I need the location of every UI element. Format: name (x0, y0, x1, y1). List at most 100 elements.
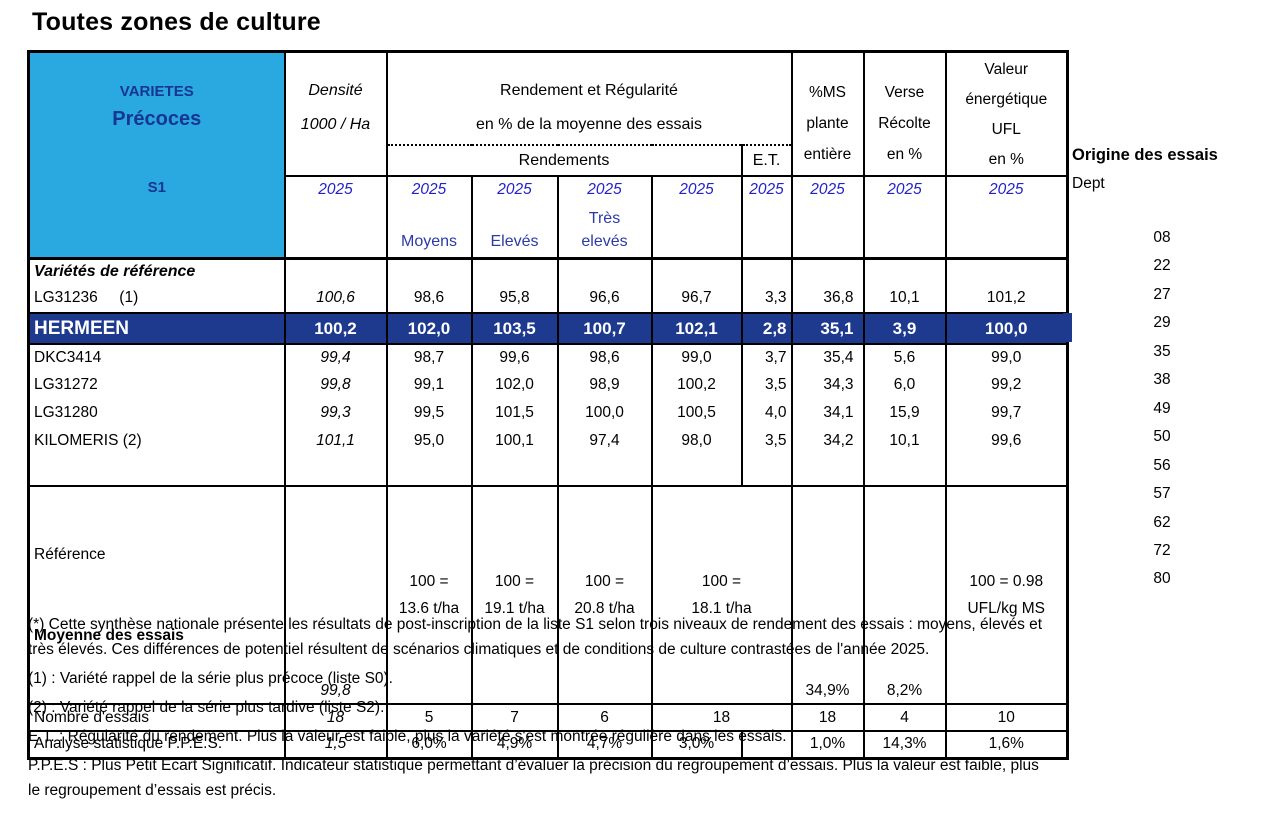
tres-eleves-count-cell: 6 (556, 703, 653, 731)
variety-name-cell: LG31280 (27, 399, 286, 427)
annee-cell: 96,7 (650, 284, 743, 313)
origin-title: Origine des essais (1072, 146, 1218, 164)
tres-eleves-cell: 98,6 (556, 344, 653, 371)
densite-cell: 99,4 (283, 344, 388, 371)
sub-moyens: Moyens (400, 233, 458, 250)
empty-cell (385, 455, 473, 486)
verse-l1: Verse (884, 84, 925, 101)
verse-cell: 15,9 (862, 399, 947, 427)
dept-number: 35 (1153, 342, 1171, 360)
empty-cell (862, 455, 947, 486)
tres-eleves-cell: 96,6 (556, 284, 653, 313)
year-cell-verse: 2025 (862, 175, 947, 260)
footnote-2: (2) : Variété rappel de la série plus ta… (28, 699, 385, 716)
et-cell: 4,0 (740, 399, 793, 427)
dept-number: 38 (1153, 371, 1171, 389)
et-cell: 3,5 (740, 427, 793, 455)
empty-cell (556, 258, 653, 284)
verse-mean-cell: 8,2% (862, 485, 947, 704)
footnote-et: E.T. : Régularité du rendement. Plus la … (28, 728, 787, 745)
moyens-cell: 99,5 (385, 399, 473, 427)
year-cell-ufl: 2025 (944, 175, 1069, 260)
ms-cell: 35,1 (790, 312, 865, 345)
verse-cell: 3,9 (862, 312, 947, 345)
empty-cell (556, 455, 653, 486)
dept-number: 62 (1153, 513, 1171, 531)
tres-eleves-ppes-cell: 4,7% (556, 730, 653, 758)
annee-cell: 100,2 (650, 371, 743, 399)
eleves-cell: 99,6 (470, 344, 559, 371)
verse-header-cell: Verse Récolte en % (862, 51, 947, 176)
eleves-ref-cell: 100 = 19.1 t/ha (470, 485, 559, 704)
eleves-ppes-cell: 4,9% (470, 730, 559, 758)
highlight-row-overflow (1063, 313, 1072, 342)
ufl-cell: 100,0 (944, 312, 1069, 345)
ufl-l1: Valeur (984, 61, 1029, 78)
precoces-label: Précoces (112, 108, 202, 130)
empty-cell (27, 455, 286, 486)
empty-cell (283, 455, 388, 486)
tres-eleves-cell: 100,7 (556, 312, 653, 345)
densite-cell: 100,2 (283, 312, 388, 345)
variety-row: LG31236 (1) 100,6 98,6 95,8 96,6 96,7 3,… (27, 284, 1069, 313)
densite-mean-cell: 99,8 (283, 485, 388, 704)
annee-cell: 99,0 (650, 344, 743, 371)
annee-ppes-cell: 3,0% (650, 730, 743, 758)
empty-cell (283, 258, 388, 284)
nombre-essais-row: Nombre d'essais 18 5 7 6 18 18 4 10 (27, 703, 1069, 731)
et-cell: 3,7 (740, 344, 793, 371)
annee-ref-cell: 100 = 18.1 t/ha (650, 485, 793, 704)
year-cell-eleves: 2025 Elevés (470, 175, 559, 260)
variety-name-cell: LG31236 (1) (27, 284, 286, 313)
verse-cell: 10,1 (862, 284, 947, 313)
origin-dept-list: 08 22 27 29 35 38 49 50 56 57 62 72 80 (1136, 224, 1188, 594)
densite-label: Densité (308, 82, 363, 99)
variety-row: LG31272 99,8 99,1 102,0 98,9 100,2 3,5 3… (27, 371, 1069, 399)
varieties-label: VARIETES (119, 83, 194, 100)
eleves-cell: 103,5 (470, 312, 559, 345)
dept-number: 29 (1153, 314, 1171, 332)
verse-cell: 10,1 (862, 427, 947, 455)
moyens-cell: 102,0 (385, 312, 473, 345)
year-cell-moyens: 2025 Moyens (385, 175, 473, 260)
eleves-cell: 95,8 (470, 284, 559, 313)
moyenne-label: Moyenne des essais (34, 627, 184, 644)
dept-number: 22 (1153, 257, 1171, 275)
moyens-ref-cell: 100 = 13.6 t/ha (385, 485, 473, 704)
dept-number: 72 (1153, 541, 1171, 559)
origin-dept-label: Dept (1072, 175, 1105, 192)
verse-cell: 5,6 (862, 344, 947, 371)
empty-cell (790, 455, 865, 486)
ufl-cell: 99,0 (944, 344, 1069, 371)
densite-ppes-cell: 1,5 (283, 730, 388, 758)
rendements-subheader-cell: Rendements (385, 145, 743, 176)
annee-cell: 98,0 (650, 427, 743, 455)
section-label: Variétés de référence (27, 258, 286, 284)
eleves-cell: 100,1 (470, 427, 559, 455)
year-row: 2025 2025 Moyens 2025 Elevés 2025 Très elevé… (29, 175, 1069, 260)
analyse-label: Analyse statistique P.P.E.S. (27, 730, 286, 758)
dept-number: 49 (1153, 399, 1171, 417)
moyens-cell: 99,1 (385, 371, 473, 399)
moyens-cell: 98,7 (385, 344, 473, 371)
tres-eleves-ref-cell: 100 = 20.8 t/ha (556, 485, 653, 704)
eleves-cell: 102,0 (470, 371, 559, 399)
eleves-cell: 101,5 (470, 399, 559, 427)
empty-cell (650, 258, 743, 284)
sub-eleves: Elevés (490, 233, 539, 250)
header-row-2: Rendements E.T. (29, 145, 1068, 176)
ufl-cell: 99,2 (944, 371, 1069, 399)
results-table-container: VARIETES Précoces S1 Densité 1000 / Ha R… (27, 50, 1069, 760)
variety-name-cell: LG31272 (27, 371, 286, 399)
tres-eleves-cell: 100,0 (556, 399, 653, 427)
ufl-cell: 99,7 (944, 399, 1069, 427)
annee-cell: 102,1 (650, 312, 743, 345)
rendement-header-cell: Rendement et Régularité en % de la moyen… (385, 51, 793, 147)
ufl-l3: UFL (991, 121, 1021, 138)
et-cell: 2,8 (740, 312, 793, 345)
densite-cell: 99,8 (283, 371, 388, 399)
ufl-count-cell: 10 (944, 703, 1069, 731)
eleves-count-cell: 7 (470, 703, 559, 731)
ms-cell: 34,2 (790, 427, 865, 455)
header-row-1: VARIETES Précoces S1 Densité 1000 / Ha R… (27, 51, 1069, 260)
